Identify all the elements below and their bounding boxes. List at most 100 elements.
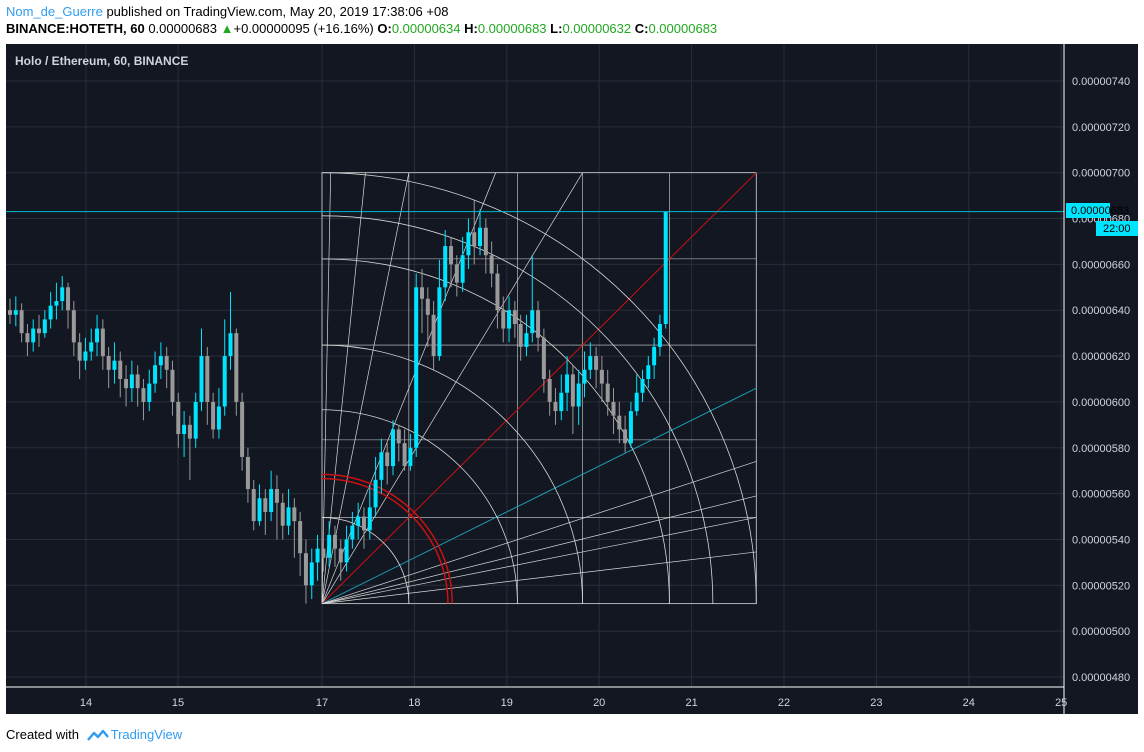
publish-info: Nom_de_Guerre published on TradingView.c… <box>6 4 448 20</box>
open-label: O: <box>377 21 392 36</box>
gann-arc <box>321 517 410 604</box>
gann-fan-ray <box>321 172 757 605</box>
candle-body <box>524 333 529 347</box>
x-tick-label: 14 <box>80 697 92 709</box>
last-price-badge: 0.00000683 <box>1066 203 1129 218</box>
candle-body <box>634 392 639 412</box>
candle-body <box>530 310 535 334</box>
chart-title: Holo / Ethereum, 60, BINANCE <box>15 54 188 68</box>
high-label: H: <box>464 21 478 36</box>
candle-body <box>193 401 198 439</box>
candle-body <box>309 562 314 586</box>
candle-body <box>124 379 129 389</box>
candle-body <box>89 342 94 352</box>
candle-body <box>385 452 390 467</box>
x-tick-label: 17 <box>316 697 328 709</box>
y-tick-label: 0.00000600 <box>1072 397 1130 409</box>
candle-body <box>361 516 366 531</box>
candle-body <box>338 548 343 563</box>
candle-body <box>286 507 291 526</box>
gann-fan-ray <box>321 551 757 604</box>
candle-body <box>54 301 59 306</box>
candle-body <box>478 227 483 247</box>
candle-body <box>507 310 512 329</box>
candle-body <box>106 356 111 370</box>
x-tick-label: 19 <box>501 697 513 709</box>
y-tick-label: 0.00000720 <box>1072 122 1130 134</box>
candle-body <box>402 443 407 467</box>
symbol-label: BINANCE:HOTETH, 60 <box>6 21 145 36</box>
gann-fan-ray <box>321 517 757 604</box>
candle-body <box>315 548 320 563</box>
y-tick-label: 0.00000620 <box>1072 351 1130 363</box>
candle-body <box>623 429 628 444</box>
candle-body <box>541 337 546 379</box>
candle-body <box>135 374 140 389</box>
candle-body <box>77 342 82 361</box>
last-price-value: 0.00000683 <box>148 21 217 36</box>
gann-fan-ray <box>321 461 757 604</box>
tradingview-logo-icon <box>86 729 109 741</box>
price-axis[interactable]: 0.000007400.000007200.000007000.00000680… <box>1072 76 1130 684</box>
gann-fan-ray <box>321 495 757 604</box>
candle-body <box>396 429 401 444</box>
x-tick-label: 21 <box>685 697 697 709</box>
candle-body <box>95 328 100 343</box>
candle-body <box>141 388 146 402</box>
candle-body <box>495 273 500 311</box>
x-tick-label: 20 <box>593 697 605 709</box>
x-tick-label: 24 <box>963 697 975 709</box>
y-tick-label: 0.00000580 <box>1072 443 1130 455</box>
candle-body <box>303 553 308 586</box>
tradingview-link[interactable]: TradingView <box>110 727 183 742</box>
candle-body <box>657 323 662 347</box>
candle-body <box>298 521 303 554</box>
candle-body <box>199 356 204 402</box>
candle-body <box>599 369 604 384</box>
candle-body <box>158 356 163 366</box>
candle-body <box>187 424 192 439</box>
close-value: 0.00000683 <box>648 21 718 36</box>
triangle-up-icon: ▲ <box>220 21 234 36</box>
candle-body <box>582 369 587 384</box>
candle-body <box>489 255 494 274</box>
gann-arc <box>321 473 454 604</box>
candle-body <box>48 305 53 320</box>
gann-fan-drawing[interactable] <box>321 172 757 605</box>
time-axis[interactable]: 14 15 17 18 19 20 21 22 23 24 25 <box>80 697 1067 709</box>
author-link[interactable]: Nom_de_Guerre <box>6 4 103 19</box>
candle-body <box>292 507 297 522</box>
candle-body <box>350 525 355 540</box>
candle-body <box>274 489 279 503</box>
gann-arc <box>321 258 670 604</box>
last-price-badge-text: 0.00000683 <box>1071 205 1129 217</box>
footer: Created with TradingView <box>6 727 182 742</box>
x-tick-label: 23 <box>870 697 882 709</box>
candle-body <box>501 310 506 329</box>
candle-body <box>344 539 349 563</box>
candle-body <box>553 401 558 412</box>
candle-body <box>37 328 42 334</box>
close-label: C: <box>634 21 649 36</box>
candle-body <box>663 211 668 324</box>
candle-body <box>605 383 610 402</box>
y-tick-label: 0.00000540 <box>1072 534 1130 546</box>
candle-body <box>611 401 616 416</box>
candle-body <box>129 374 134 389</box>
candle-body <box>332 534 337 549</box>
candle-body <box>466 232 471 256</box>
candle-body <box>176 401 181 435</box>
candle-body <box>373 479 378 508</box>
candle-body <box>42 319 47 334</box>
candle-body <box>414 287 419 448</box>
change-value: +0.00000095 (+16.16%) <box>233 21 374 36</box>
candle-body <box>640 379 645 393</box>
countdown-text: 22:00 <box>1103 223 1131 235</box>
candle-body <box>454 264 459 283</box>
candle-body <box>390 429 395 467</box>
candle-body <box>8 310 12 315</box>
candle-body <box>628 411 633 444</box>
gann-arc <box>321 477 449 604</box>
candle-body <box>512 310 517 324</box>
